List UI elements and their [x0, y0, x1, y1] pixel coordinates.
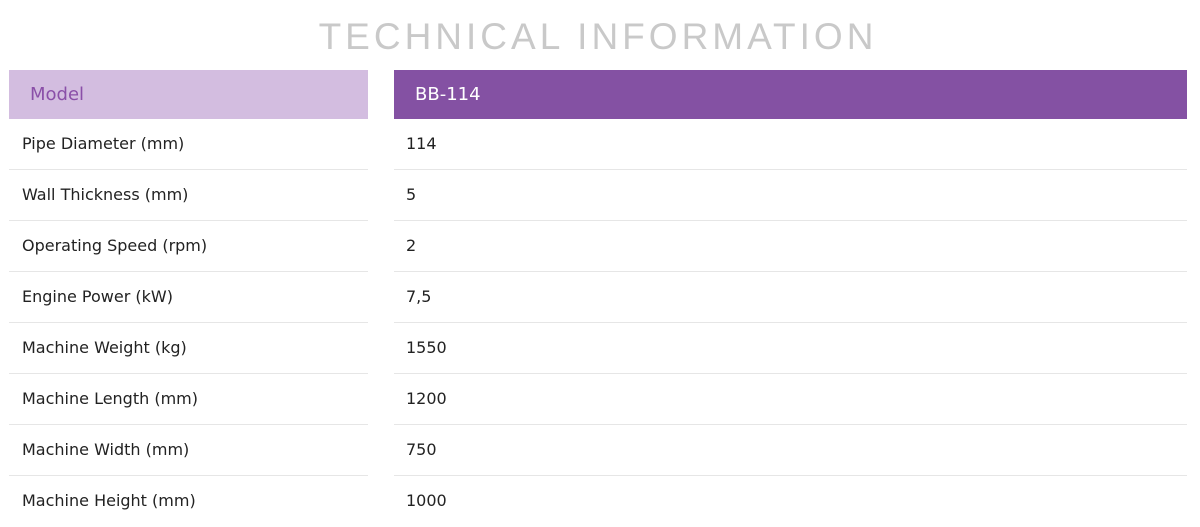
spec-row-machine-width: Machine Width (mm) 750: [0, 425, 1200, 476]
spec-value: 1200: [394, 374, 1187, 425]
spec-value: 1000: [406, 491, 447, 510]
spec-value: 2: [394, 221, 1187, 272]
spec-row-operating-speed: Operating Speed (rpm) 2: [0, 221, 1200, 272]
header-model-value: BB-114: [394, 70, 1187, 119]
spec-value: 5: [394, 170, 1187, 221]
spec-row-pipe-diameter: Pipe Diameter (mm) 114: [0, 119, 1200, 170]
header-model-label: Model: [9, 70, 368, 119]
spec-row-machine-weight: Machine Weight (kg) 1550: [0, 323, 1200, 374]
spec-table: Pipe Diameter (mm) 114 Wall Thickness (m…: [0, 119, 1200, 527]
spec-value: 114: [394, 119, 1187, 170]
spec-label: Wall Thickness (mm): [9, 170, 368, 221]
spec-row-machine-length: Machine Length (mm) 1200: [0, 374, 1200, 425]
spec-label: Machine Weight (kg): [9, 323, 368, 374]
spec-label: Engine Power (kW): [9, 272, 368, 323]
spec-label: Machine Width (mm): [9, 425, 368, 476]
spec-label: Pipe Diameter (mm): [9, 119, 368, 170]
spec-row-engine-power: Engine Power (kW) 7,5: [0, 272, 1200, 323]
spec-row-wall-thickness: Wall Thickness (mm) 5: [0, 170, 1200, 221]
spec-label: Machine Height (mm): [22, 491, 196, 510]
spec-value: 750: [394, 425, 1187, 476]
spec-row-machine-height: Machine Height (mm) 1000: [0, 476, 1200, 527]
page-title: TECHNICAL INFORMATION: [318, 16, 878, 57]
spec-value: 7,5: [394, 272, 1187, 323]
spec-label: Operating Speed (rpm): [9, 221, 368, 272]
spec-label: Machine Length (mm): [9, 374, 368, 425]
spec-value: 1550: [394, 323, 1187, 374]
